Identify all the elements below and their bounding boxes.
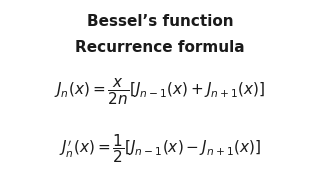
Text: Bessel’s function: Bessel’s function <box>87 14 233 29</box>
Text: $J_n(x) = \dfrac{x}{2n}\left[J_{n-1}(x) + J_{n+1}(x)\right]$: $J_n(x) = \dfrac{x}{2n}\left[J_{n-1}(x) … <box>54 78 266 107</box>
Text: Recurrence formula: Recurrence formula <box>75 40 245 55</box>
Text: $J^{\prime}_n(x) = \dfrac{1}{2}\left[J_{n-1}(x) - J_{n+1}(x)\right]$: $J^{\prime}_n(x) = \dfrac{1}{2}\left[J_{… <box>59 132 261 165</box>
